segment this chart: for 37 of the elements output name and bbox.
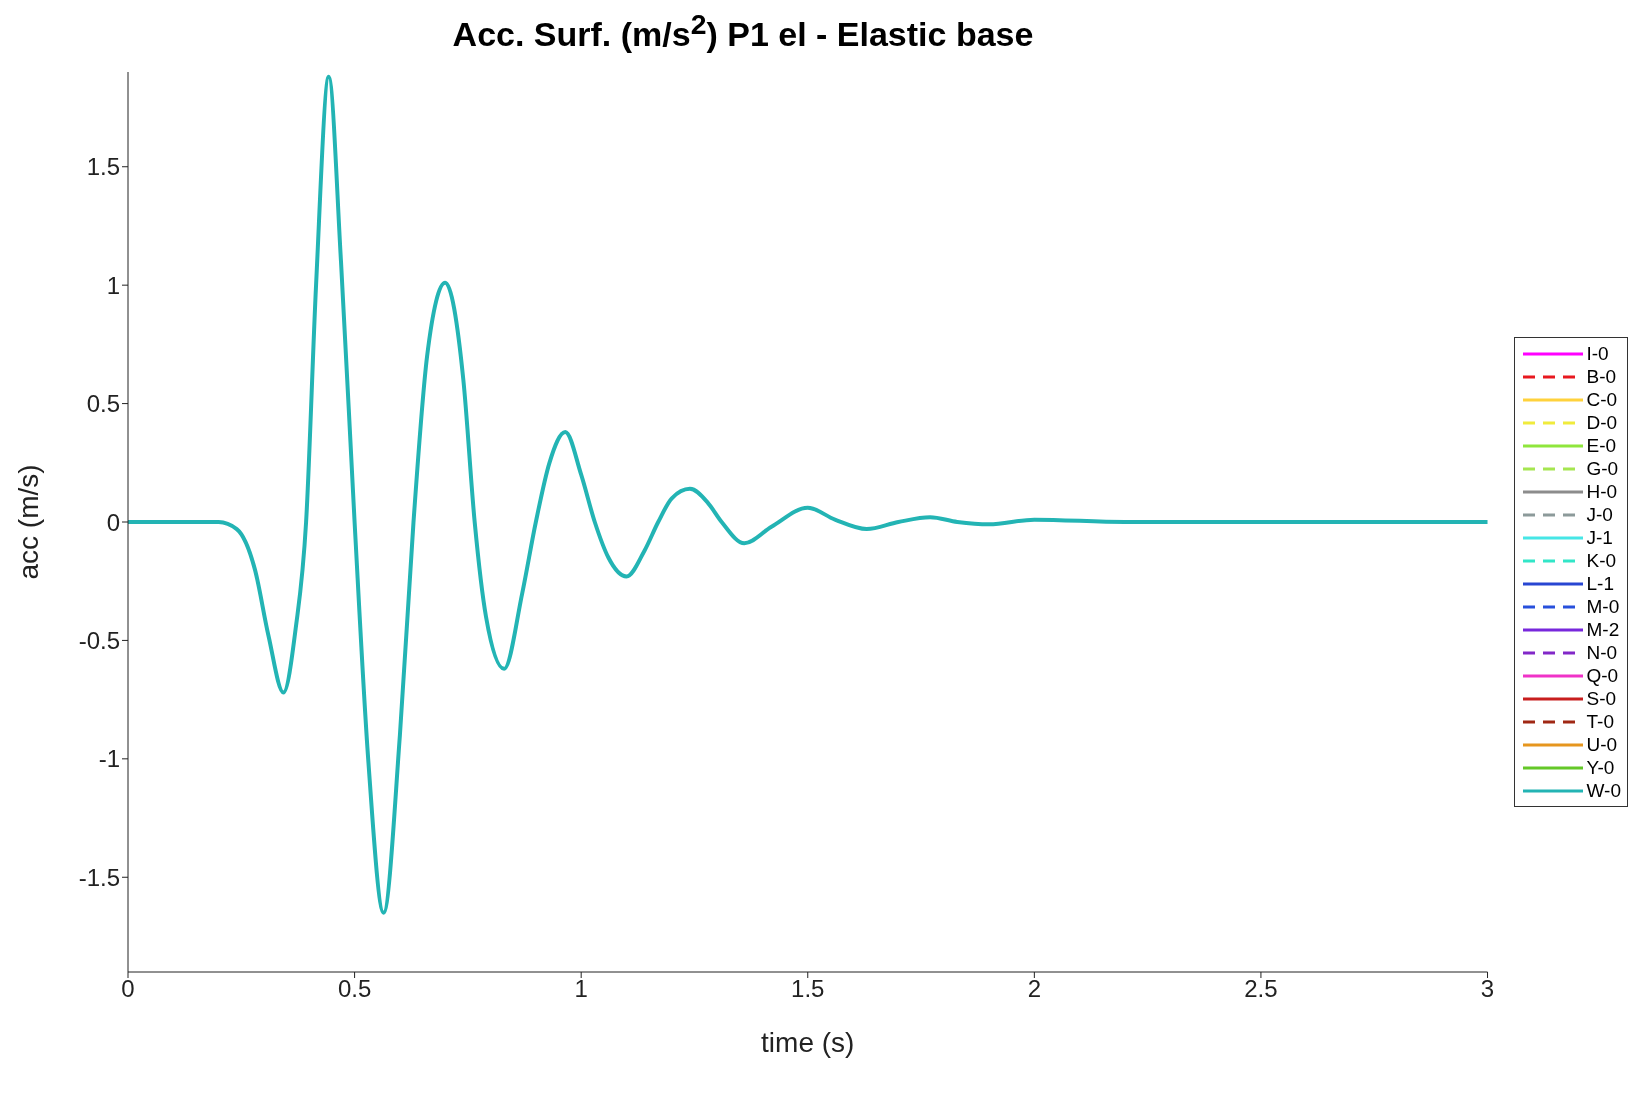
legend-label: K-0 bbox=[1586, 549, 1617, 572]
y-tick-label: -0.5 bbox=[78, 626, 120, 654]
legend-label: G-0 bbox=[1586, 457, 1619, 480]
legend-label: S-0 bbox=[1586, 687, 1617, 710]
legend-label: M-2 bbox=[1586, 618, 1620, 641]
legend-label: J-0 bbox=[1586, 503, 1613, 526]
legend-label: Q-0 bbox=[1586, 664, 1619, 687]
legend-label: E-0 bbox=[1586, 434, 1617, 457]
x-tick-label: 0.5 bbox=[337, 975, 372, 1003]
y-tick-label: -1.5 bbox=[78, 863, 120, 891]
legend-label: L-1 bbox=[1586, 572, 1614, 595]
x-tick-label: 3 bbox=[1480, 975, 1495, 1003]
legend-label: C-0 bbox=[1586, 388, 1618, 411]
legend-label: H-0 bbox=[1586, 480, 1618, 503]
legend-label: W-0 bbox=[1586, 779, 1621, 802]
legend-label: Y-0 bbox=[1586, 756, 1615, 779]
legend-label: T-0 bbox=[1586, 710, 1614, 733]
legend-label: D-0 bbox=[1586, 411, 1618, 434]
y-tick-label: 1.5 bbox=[86, 153, 120, 181]
legend-label: U-0 bbox=[1586, 733, 1618, 756]
x-tick-label: 2 bbox=[1027, 975, 1042, 1003]
y-tick-label: -1 bbox=[98, 745, 120, 773]
legend-label: I-0 bbox=[1586, 342, 1609, 365]
legend-label: N-0 bbox=[1586, 641, 1618, 664]
y-tick-label: 1 bbox=[106, 271, 120, 299]
legend-label: M-0 bbox=[1586, 595, 1620, 618]
legend-label: J-1 bbox=[1586, 526, 1613, 549]
chart-title: Acc. Surf. (m/s$^{2}$) P1 el - Elastic base bbox=[451, 8, 1035, 54]
x-axis-title: time (s) bbox=[761, 1027, 855, 1058]
x-tick-label: 1.5 bbox=[791, 975, 825, 1003]
x-tick-label: 1 bbox=[574, 975, 588, 1003]
y-tick-label: 0.5 bbox=[86, 390, 120, 418]
x-tick-label: 2.5 bbox=[1244, 975, 1278, 1003]
line-series bbox=[128, 74, 1488, 915]
legend-label: B-0 bbox=[1586, 365, 1617, 388]
y-axis-title: acc (m/s) bbox=[12, 464, 44, 580]
y-tick-label: 0 bbox=[106, 508, 120, 536]
